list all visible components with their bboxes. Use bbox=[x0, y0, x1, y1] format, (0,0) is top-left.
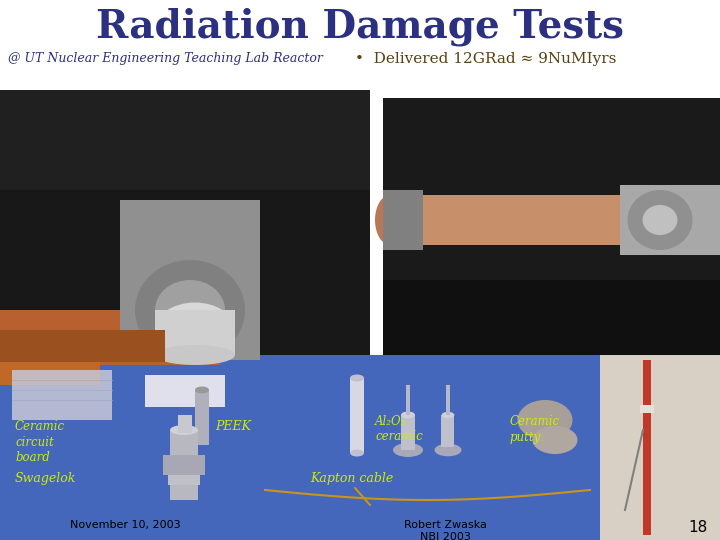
Bar bbox=[0, 330, 165, 362]
Bar bbox=[155, 310, 235, 355]
Ellipse shape bbox=[434, 444, 462, 456]
Bar bbox=[120, 200, 260, 360]
Text: Robert Zwaska
NBI 2003: Robert Zwaska NBI 2003 bbox=[404, 520, 487, 540]
Bar bbox=[406, 385, 410, 415]
Bar bbox=[401, 415, 415, 450]
Ellipse shape bbox=[375, 195, 405, 245]
Bar bbox=[390, 195, 655, 245]
Ellipse shape bbox=[350, 375, 364, 381]
Bar bbox=[600, 355, 720, 540]
Text: •  Delivered 12GRad ≈ 9NuMIyrs: • Delivered 12GRad ≈ 9NuMIyrs bbox=[355, 52, 616, 66]
Ellipse shape bbox=[155, 280, 225, 340]
Ellipse shape bbox=[533, 426, 577, 454]
Bar bbox=[441, 415, 454, 447]
Bar bbox=[170, 430, 198, 500]
Bar bbox=[0, 355, 600, 540]
Text: PEEK: PEEK bbox=[215, 420, 251, 433]
Bar bbox=[12, 370, 112, 420]
Bar bbox=[643, 360, 651, 535]
Bar bbox=[383, 98, 720, 356]
Bar bbox=[0, 518, 720, 540]
Ellipse shape bbox=[155, 302, 235, 357]
Bar bbox=[383, 280, 720, 356]
Ellipse shape bbox=[350, 449, 364, 456]
Bar bbox=[168, 475, 200, 485]
Ellipse shape bbox=[640, 195, 670, 245]
Text: @ UT Nuclear Engineering Teaching Lab Reactor: @ UT Nuclear Engineering Teaching Lab Re… bbox=[8, 52, 323, 65]
Bar bbox=[0, 90, 370, 190]
Ellipse shape bbox=[518, 400, 572, 440]
Bar bbox=[640, 405, 654, 413]
Ellipse shape bbox=[170, 425, 198, 435]
Ellipse shape bbox=[642, 205, 678, 235]
Text: November 10, 2003: November 10, 2003 bbox=[70, 520, 180, 530]
Ellipse shape bbox=[155, 345, 235, 365]
Ellipse shape bbox=[401, 411, 415, 418]
Bar bbox=[0, 310, 220, 365]
Bar bbox=[600, 355, 720, 540]
Bar bbox=[145, 375, 225, 407]
Text: Swagelok: Swagelok bbox=[15, 472, 76, 485]
Ellipse shape bbox=[393, 443, 423, 457]
Ellipse shape bbox=[628, 190, 693, 250]
Bar bbox=[195, 390, 209, 445]
Bar bbox=[0, 355, 100, 385]
Text: Kapton cable: Kapton cable bbox=[310, 472, 393, 485]
Bar bbox=[163, 455, 205, 475]
Text: Radiation Damage Tests: Radiation Damage Tests bbox=[96, 8, 624, 46]
Bar bbox=[350, 378, 364, 453]
Text: Al₂O₃
ceramic: Al₂O₃ ceramic bbox=[375, 415, 423, 443]
Text: Ceramic
putty: Ceramic putty bbox=[510, 415, 560, 443]
Bar bbox=[383, 190, 423, 250]
Text: 18: 18 bbox=[689, 520, 708, 535]
Bar bbox=[0, 90, 370, 405]
Ellipse shape bbox=[195, 387, 209, 394]
Ellipse shape bbox=[441, 412, 454, 418]
Text: Ceramic
circuit
board: Ceramic circuit board bbox=[15, 420, 65, 464]
Bar bbox=[178, 415, 192, 433]
Bar bbox=[446, 385, 450, 415]
Ellipse shape bbox=[135, 260, 245, 360]
Bar bbox=[620, 185, 720, 255]
